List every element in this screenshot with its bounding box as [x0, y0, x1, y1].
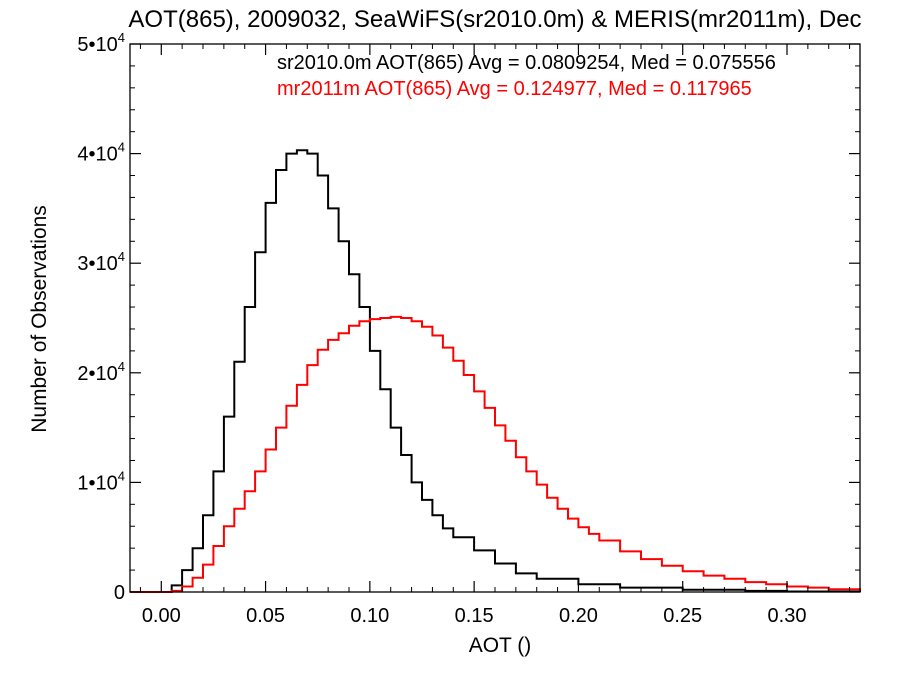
annotation-1: sr2010.0m AOT(865) Avg = 0.0809254, Med … — [277, 52, 776, 74]
chart-title: AOT(865), 2009032, SeaWiFS(sr2010.0m) & … — [128, 6, 861, 33]
x-tick-label: 0.20 — [559, 605, 598, 627]
y-tick-label: 5•104 — [77, 30, 125, 56]
x-axis-title: AOT () — [469, 634, 532, 657]
y-tick-label: 2•104 — [77, 359, 125, 385]
x-tick-label: 0.00 — [142, 605, 181, 627]
y-tick-label: 1•104 — [77, 468, 125, 494]
series-line-sr2010.0m — [130, 149, 861, 593]
y-axis-title: Number of Observations — [28, 205, 51, 433]
y-tick-label: 4•104 — [77, 140, 125, 166]
series-line-mr2011m — [130, 315, 861, 593]
x-tick-label: 0.15 — [455, 605, 494, 627]
y-tick-label: 0 — [114, 582, 125, 604]
plot-frame — [129, 43, 861, 593]
annotation-2: mr2011m AOT(865) Avg = 0.124977, Med = 0… — [277, 78, 752, 100]
x-tick-labels: 0.00 0.05 0.10 0.15 0.20 0.25 0.30 — [142, 605, 807, 627]
y-tick-label: 3•104 — [77, 249, 125, 275]
x-tick-label: 0.25 — [663, 605, 702, 627]
x-tick-label: 0.10 — [350, 605, 389, 627]
x-tick-label: 0.30 — [768, 605, 807, 627]
annotations: sr2010.0m AOT(865) Avg = 0.0809254, Med … — [277, 52, 776, 100]
y-tick-labels: 0 1•104 2•104 3•104 4•104 5•104 — [77, 30, 125, 604]
axis-ticks — [130, 43, 860, 593]
series-layer — [130, 149, 861, 593]
x-tick-label: 0.05 — [246, 605, 285, 627]
